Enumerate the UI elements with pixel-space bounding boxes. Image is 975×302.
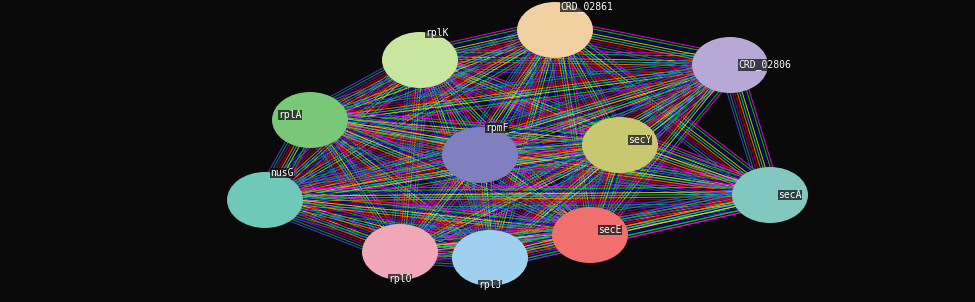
Ellipse shape xyxy=(517,2,593,58)
Text: secY: secY xyxy=(628,135,651,145)
Text: rplA: rplA xyxy=(279,110,302,120)
Ellipse shape xyxy=(382,32,458,88)
Ellipse shape xyxy=(227,172,303,228)
Ellipse shape xyxy=(692,37,768,93)
Ellipse shape xyxy=(362,224,438,280)
Text: CRD_02861: CRD_02861 xyxy=(560,1,613,12)
Ellipse shape xyxy=(552,207,628,263)
Text: rplJ: rplJ xyxy=(479,280,502,290)
Text: secA: secA xyxy=(778,190,801,200)
Text: secE: secE xyxy=(598,225,621,235)
Text: nusG: nusG xyxy=(270,168,293,178)
Ellipse shape xyxy=(452,230,528,286)
Ellipse shape xyxy=(442,127,518,183)
Text: rplO: rplO xyxy=(388,274,411,284)
Text: rpmF: rpmF xyxy=(485,123,509,133)
Text: CRD_02806: CRD_02806 xyxy=(738,59,791,70)
Text: rplK: rplK xyxy=(425,28,449,38)
Ellipse shape xyxy=(272,92,348,148)
Ellipse shape xyxy=(582,117,658,173)
Ellipse shape xyxy=(732,167,808,223)
